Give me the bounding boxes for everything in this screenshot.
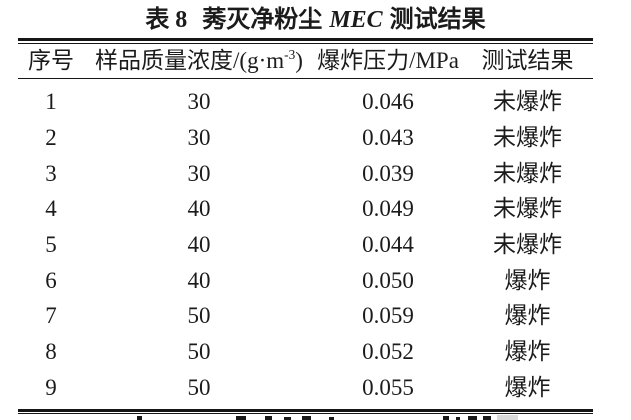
cell-result: 爆炸 xyxy=(504,374,551,400)
text-fragment xyxy=(265,416,272,420)
cell-concentration: 50 xyxy=(187,374,211,400)
cell-result: 未爆炸 xyxy=(493,125,562,151)
table-row: 1 30 0.046 未爆炸 xyxy=(18,84,593,120)
text-fragment xyxy=(443,416,449,420)
table-bottom-rule-thin xyxy=(18,413,593,415)
table-row: 2 30 0.043 未爆炸 xyxy=(18,120,593,156)
cell-result: 未爆炸 xyxy=(493,232,562,258)
header-concentration-text: 样品质量浓度/(g·m xyxy=(95,48,285,73)
caption-text-pre: 莠灭净粉尘 xyxy=(202,7,323,33)
cell-result: 爆炸 xyxy=(504,267,551,293)
cell-result: 未爆炸 xyxy=(493,160,562,186)
table-body: 1 30 0.046 未爆炸 2 30 0.043 未爆炸 3 30 0.039… xyxy=(18,80,593,405)
cell-no: 7 xyxy=(45,303,57,329)
cell-pressure: 0.052 xyxy=(362,339,414,365)
text-fragment xyxy=(456,417,460,420)
cell-no: 2 xyxy=(45,125,57,151)
cell-pressure: 0.039 xyxy=(362,160,414,186)
cell-concentration: 50 xyxy=(187,303,211,329)
cell-pressure: 0.059 xyxy=(362,303,414,329)
text-fragment xyxy=(302,416,311,420)
cell-pressure: 0.050 xyxy=(362,267,414,293)
cell-concentration: 30 xyxy=(187,89,211,115)
text-fragment xyxy=(329,417,334,420)
table-bottom-rule-thick xyxy=(18,409,593,412)
table-top-rule-thick xyxy=(18,38,593,41)
cell-no: 1 xyxy=(45,89,57,115)
cell-pressure: 0.044 xyxy=(362,232,414,258)
cell-pressure: 0.043 xyxy=(362,125,414,151)
table-row: 5 40 0.044 未爆炸 xyxy=(18,227,593,263)
text-fragment xyxy=(483,416,491,420)
cell-no: 4 xyxy=(45,196,57,222)
table-row: 9 50 0.055 爆炸 xyxy=(18,370,593,406)
table-row: 6 40 0.050 爆炸 xyxy=(18,262,593,298)
cell-result: 未爆炸 xyxy=(493,196,562,222)
cell-result: 未爆炸 xyxy=(493,89,562,115)
cell-concentration: 30 xyxy=(187,160,211,186)
header-rule xyxy=(18,77,593,80)
cell-result: 爆炸 xyxy=(504,339,551,365)
cell-no: 8 xyxy=(45,339,57,365)
table-caption: 表 8 莠灭净粉尘 MEC 测试结果 xyxy=(0,5,631,35)
text-fragment xyxy=(468,416,477,420)
text-fragment xyxy=(284,417,291,420)
header-no: 序号 xyxy=(28,48,74,73)
cell-result: 爆炸 xyxy=(504,303,551,329)
cell-concentration: 40 xyxy=(187,232,211,258)
table-header-row: 序号 样品质量浓度/(g·m -3) 爆炸压力/MPa 测试结果 xyxy=(18,45,593,76)
cell-pressure: 0.055 xyxy=(362,374,414,400)
text-fragment xyxy=(497,415,518,420)
header-pressure: 爆炸压力/MPa xyxy=(317,48,459,73)
caption-text-post: 测试结果 xyxy=(389,7,486,33)
table-top-rule-thin xyxy=(18,42,593,44)
table-row: 4 40 0.049 未爆炸 xyxy=(18,191,593,227)
table-row: 8 50 0.052 爆炸 xyxy=(18,334,593,370)
cell-no: 5 xyxy=(45,232,57,258)
table-number: 表 8 xyxy=(145,7,188,33)
table-row: 7 50 0.059 爆炸 xyxy=(18,298,593,334)
cell-concentration: 30 xyxy=(187,125,211,151)
cell-pressure: 0.046 xyxy=(362,89,414,115)
text-fragment xyxy=(236,416,246,420)
cell-concentration: 50 xyxy=(187,339,211,365)
cell-no: 9 xyxy=(45,374,57,400)
cell-concentration: 40 xyxy=(187,267,211,293)
text-fragment xyxy=(137,416,142,420)
header-concentration: 样品质量浓度/(g·m -3) xyxy=(95,46,303,73)
cell-no: 3 xyxy=(45,160,57,186)
table-row: 3 30 0.039 未爆炸 xyxy=(18,155,593,191)
cell-pressure: 0.049 xyxy=(362,196,414,222)
header-concentration-close: ) xyxy=(295,48,303,73)
cell-concentration: 40 xyxy=(187,196,211,222)
header-result: 测试结果 xyxy=(481,48,574,73)
cell-no: 6 xyxy=(45,267,57,293)
caption-emphasis: MEC xyxy=(329,7,383,33)
